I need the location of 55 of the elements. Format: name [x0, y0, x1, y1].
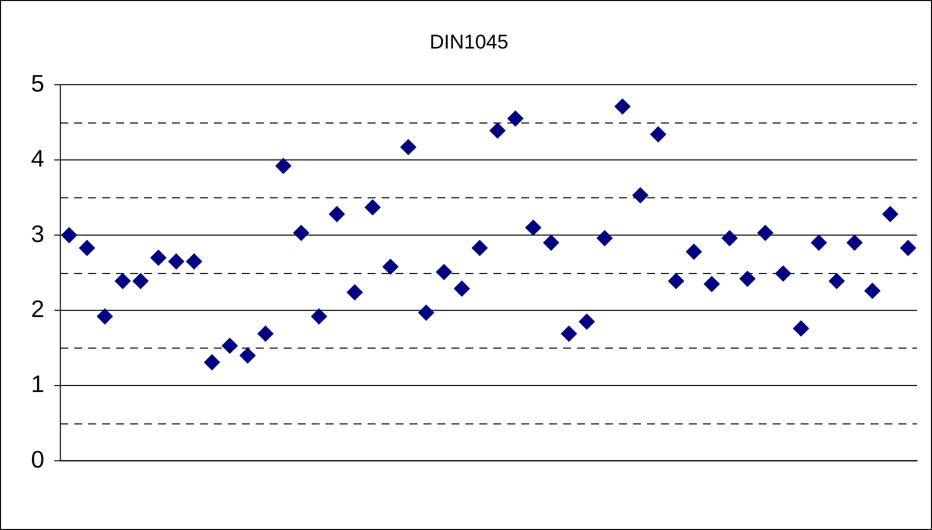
point: [614, 98, 630, 114]
point: [578, 314, 595, 330]
point: [490, 122, 506, 139]
y-tick-label: 3: [30, 220, 44, 248]
point: [168, 254, 184, 270]
point: [864, 282, 880, 299]
point: [632, 187, 648, 204]
point: [650, 126, 666, 142]
point: [828, 273, 845, 290]
point: [346, 284, 363, 300]
point: [240, 348, 256, 364]
point: [472, 240, 488, 256]
point: [436, 264, 452, 280]
point: [846, 234, 863, 251]
point: [507, 110, 524, 127]
y-tick-label: 0: [30, 446, 44, 474]
point: [132, 273, 149, 290]
chart-title: DIN1045: [430, 31, 508, 54]
point: [722, 230, 738, 246]
point: [364, 199, 381, 216]
point: [258, 326, 274, 342]
point: [757, 224, 774, 241]
point: [810, 234, 827, 251]
point: [686, 244, 702, 260]
y-tick-label: 2: [30, 296, 44, 323]
point: [704, 276, 720, 292]
point: [596, 230, 613, 246]
point: [222, 338, 238, 354]
point: [96, 308, 113, 324]
point: [900, 240, 916, 256]
y-tick-label: 4: [30, 146, 44, 173]
point: [150, 250, 166, 266]
point: [739, 270, 756, 287]
point: [882, 206, 898, 222]
point: [560, 326, 577, 342]
point: [525, 220, 542, 236]
point: [186, 254, 202, 270]
point: [293, 224, 310, 241]
point: [311, 308, 328, 324]
point: [61, 227, 78, 244]
point: [79, 240, 95, 256]
point: [275, 158, 292, 174]
point: [418, 304, 434, 321]
point: [543, 234, 560, 251]
point: [668, 273, 684, 290]
point: [775, 266, 792, 282]
point: [114, 273, 131, 290]
y-tick-label: 1: [30, 371, 44, 398]
point: [793, 320, 809, 336]
point: [328, 206, 345, 222]
point: [400, 139, 416, 156]
point: [204, 354, 220, 370]
point: [454, 280, 470, 297]
point: [382, 258, 398, 275]
y-tick-label: 5: [30, 70, 44, 98]
